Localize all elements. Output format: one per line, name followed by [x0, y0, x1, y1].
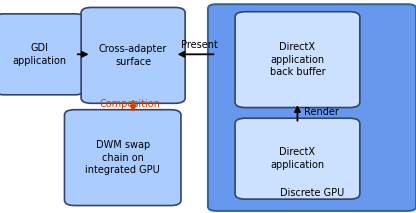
Text: Present: Present: [181, 40, 218, 50]
FancyBboxPatch shape: [0, 14, 85, 95]
FancyBboxPatch shape: [235, 118, 360, 199]
Text: DirectX
application: DirectX application: [270, 147, 324, 170]
Text: Composition: Composition: [100, 99, 161, 109]
Text: Cross-adapter
surface: Cross-adapter surface: [99, 44, 167, 67]
Text: DirectX
application
back buffer: DirectX application back buffer: [270, 42, 325, 77]
FancyBboxPatch shape: [235, 12, 360, 108]
FancyBboxPatch shape: [81, 7, 185, 103]
Text: DWM swap
chain on
integrated GPU: DWM swap chain on integrated GPU: [85, 140, 160, 175]
Text: Render: Render: [304, 107, 339, 117]
FancyBboxPatch shape: [64, 110, 181, 206]
FancyBboxPatch shape: [208, 4, 416, 211]
Text: GDI
application: GDI application: [12, 43, 67, 66]
Text: Discrete GPU: Discrete GPU: [280, 188, 344, 198]
